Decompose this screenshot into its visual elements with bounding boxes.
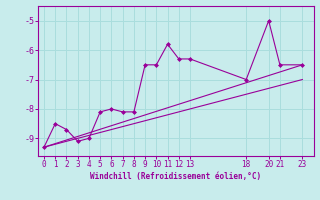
- X-axis label: Windchill (Refroidissement éolien,°C): Windchill (Refroidissement éolien,°C): [91, 172, 261, 181]
